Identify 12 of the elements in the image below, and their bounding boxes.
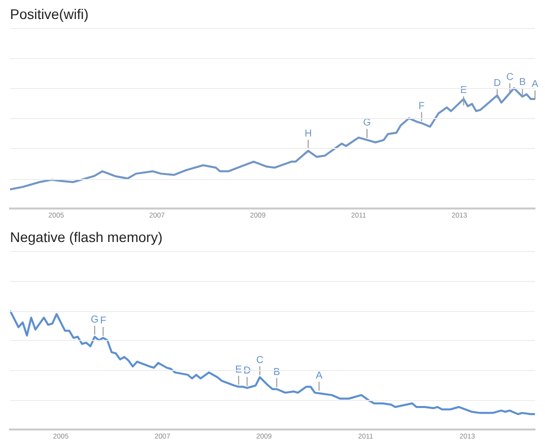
chart-title: Negative (flash memory) (9, 228, 164, 247)
annotation: H (304, 128, 312, 140)
annotation: A (316, 370, 323, 382)
annotation: C (256, 354, 264, 366)
chart-title: Positive(wifi) (9, 5, 90, 24)
annotation: A (532, 79, 539, 90)
annotation: G (90, 314, 99, 326)
annotation: F (418, 100, 425, 112)
annotation: F (100, 316, 106, 327)
annotation: C (506, 72, 514, 83)
annotation: B (519, 76, 526, 88)
annotation: D (494, 78, 501, 89)
